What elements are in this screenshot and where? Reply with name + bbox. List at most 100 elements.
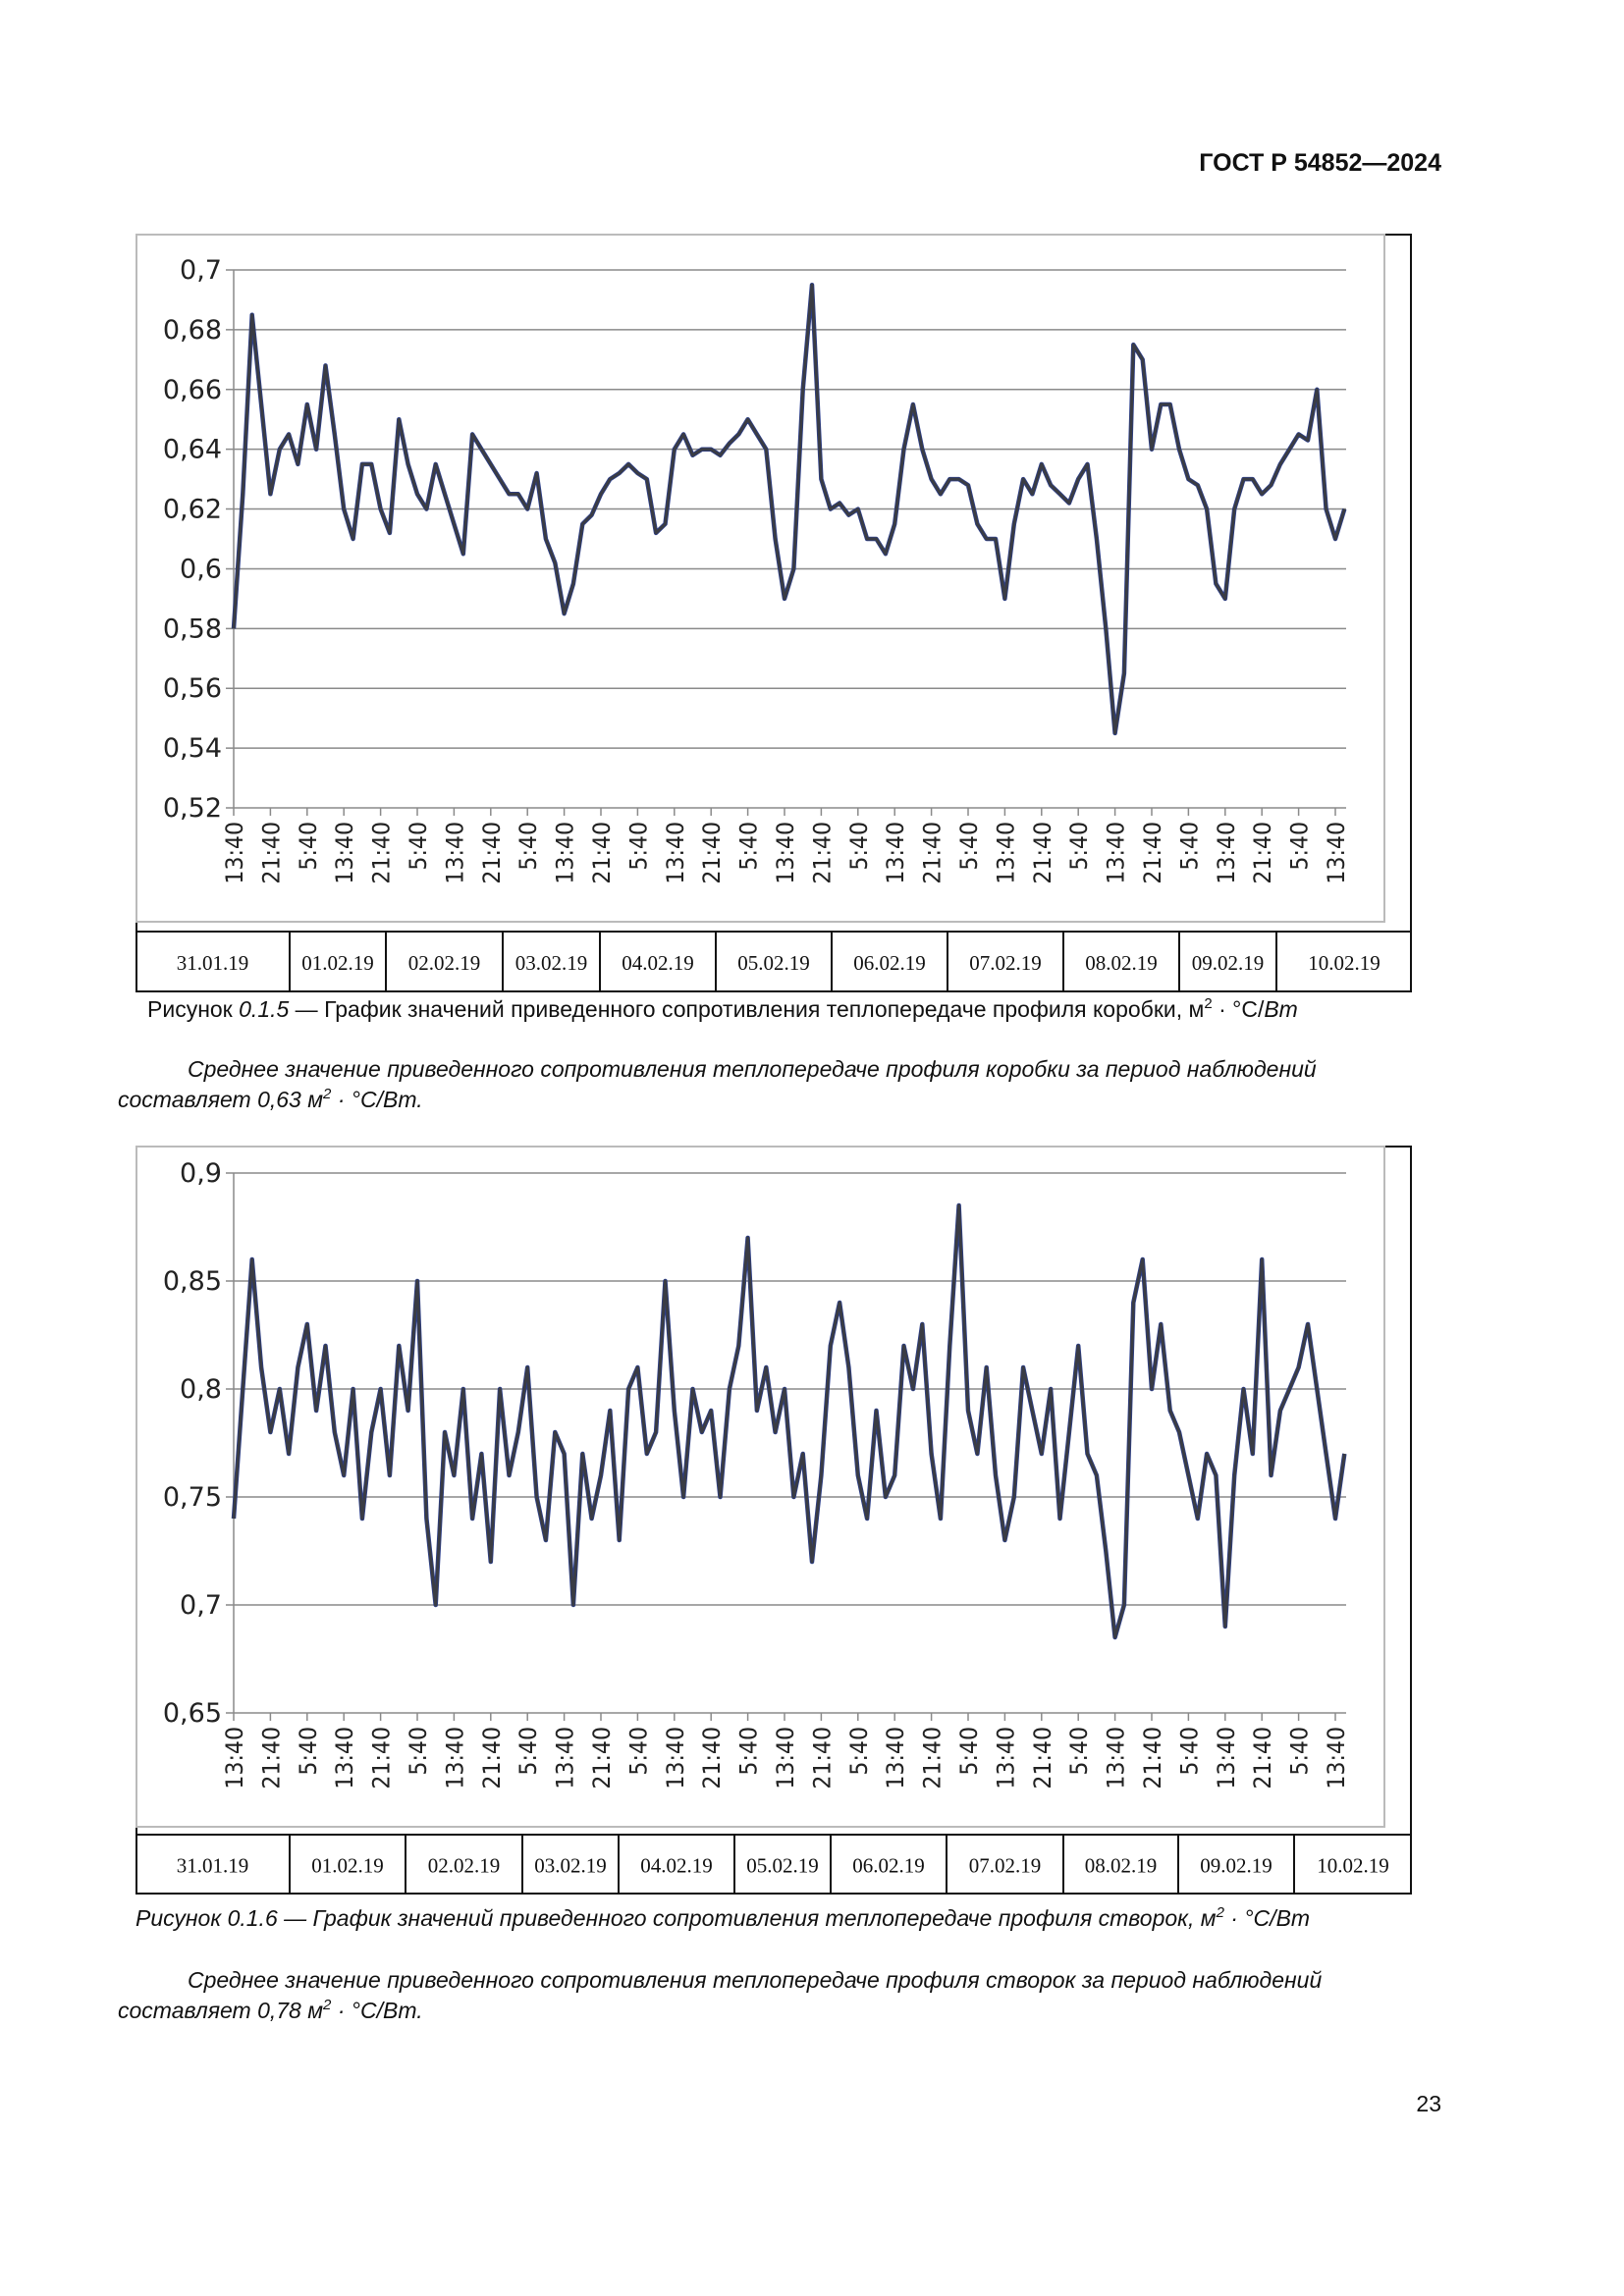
caption-text: — График значений приведенного сопротивл… [277, 1905, 1217, 1931]
line-chart: 0,52 0,54 0,56 0,58 0,6 0,62 0,64 0,66 0,68 0,7 13… [135, 234, 1412, 992]
date-cell-label: 03.02.19 [534, 1854, 607, 1878]
x-tick-label: 5:40 [956, 1727, 983, 1776]
caption-unit-end: Вт [1264, 996, 1298, 1022]
x-tick-label: 21:40 [1250, 1727, 1276, 1789]
date-cell-label: 01.02.19 [311, 1854, 384, 1878]
x-tick-label: 13:40 [1214, 822, 1240, 884]
x-tick-label: 21:40 [1140, 1727, 1166, 1789]
x-tick-label: 5:40 [626, 1727, 653, 1776]
x-tick-label: 13:40 [332, 822, 358, 884]
date-cell-label: 06.02.19 [852, 1854, 925, 1878]
x-tick-label: 13:40 [222, 822, 248, 884]
x-tick-label: 5:40 [736, 822, 763, 871]
x-tick-label: 13:40 [883, 1727, 909, 1789]
paragraph-line: · °С/Вт. [331, 1087, 423, 1112]
caption-unit: · °С/ [1223, 1905, 1276, 1931]
caption-number: 0.1.6 [227, 1905, 278, 1931]
x-tick-label: 21:40 [259, 822, 286, 884]
x-tick-label: 13:40 [1104, 1727, 1130, 1789]
x-tick-label: 13:40 [443, 822, 469, 884]
x-tick-label: 21:40 [369, 822, 396, 884]
date-cell-label: 08.02.19 [1085, 951, 1158, 975]
x-tick-label: 13:40 [1324, 1727, 1350, 1789]
date-cell-label: 31.01.19 [177, 1854, 249, 1878]
y-tick-label: 0,85 [163, 1266, 222, 1297]
paragraph-line: · °С/Вт. [331, 1998, 423, 2023]
y-tick-label: 0,7 [180, 255, 222, 286]
series-line [232, 1203, 1346, 1639]
x-tick-label: 21:40 [920, 822, 947, 884]
paragraph-line: составляет 0,78 м [118, 1998, 323, 2023]
x-tick-label: 21:40 [810, 1727, 837, 1789]
x-tick-label: 13:40 [443, 1727, 469, 1789]
x-tick-label: 5:40 [956, 822, 983, 871]
y-tick-label: 0,65 [163, 1698, 222, 1729]
series-line [232, 283, 1346, 735]
y-tick-label: 0,75 [163, 1482, 222, 1513]
caption-sup: 2 [1204, 995, 1213, 1012]
caption-prefix: Рисунок [147, 996, 240, 1022]
caption-unit-end: Вт [1275, 1905, 1311, 1931]
y-tick-label: 0,9 [180, 1158, 222, 1189]
mean-value-paragraph: Среднее значение приведенного сопротивле… [118, 1965, 1441, 2026]
x-tick-label: 13:40 [1324, 822, 1350, 884]
date-cell-label: 01.02.19 [301, 951, 374, 975]
date-cell-label: 04.02.19 [640, 1854, 713, 1878]
x-tick-label: 21:40 [1030, 1727, 1056, 1789]
chart-frame-profile-box: 0,52 0,54 0,56 0,58 0,6 0,62 0,64 0,66 0,68 0,7 13… [135, 234, 1412, 992]
series-line-shadow [231, 1202, 1347, 1640]
x-tick-label: 5:40 [736, 1727, 763, 1776]
y-tick-label: 0,6 [180, 554, 222, 584]
date-cell-label: 10.02.19 [1308, 951, 1380, 975]
date-cell-label: 31.01.19 [177, 951, 249, 975]
x-tick-label: 13:40 [773, 1727, 799, 1789]
date-cell-label: 07.02.19 [969, 1854, 1042, 1878]
document-code: ГОСТ Р 54852—2024 [1199, 149, 1441, 177]
chart-inner-box [135, 234, 1385, 923]
date-cell-label: 05.02.19 [746, 1854, 819, 1878]
x-tick-label: 13:40 [663, 822, 689, 884]
date-cell-label: 08.02.19 [1085, 1854, 1158, 1878]
y-tick-label: 0,62 [163, 495, 222, 525]
date-cell-label: 04.02.19 [622, 951, 694, 975]
page-number: 23 [1416, 2091, 1441, 2116]
x-tick-label: 13:40 [1214, 1727, 1240, 1789]
line-chart: 0,65 0,7 0,75 0,8 0,85 0,9 13:40 21:40 5:40 13:40… [135, 1146, 1412, 1895]
x-tick-label: 13:40 [883, 822, 909, 884]
x-tick-label: 13:40 [663, 1727, 689, 1789]
x-tick-label: 5:40 [296, 1727, 322, 1776]
x-tick-label: 13:40 [994, 822, 1020, 884]
x-tick-label: 13:40 [553, 822, 579, 884]
x-tick-label: 21:40 [699, 1727, 726, 1789]
paragraph-sup: 2 [323, 1997, 332, 2013]
x-tick-label: 21:40 [479, 822, 506, 884]
x-tick-label: 13:40 [994, 1727, 1020, 1789]
x-tick-label: 5:40 [846, 822, 873, 871]
date-cell-label: 03.02.19 [515, 951, 588, 975]
paragraph-line: составляет 0,63 м [118, 1087, 323, 1112]
y-tick-label: 0,52 [163, 793, 222, 824]
x-tick-label: 21:40 [920, 1727, 947, 1789]
x-tick-label: 5:40 [846, 1727, 873, 1776]
x-tick-label: 5:40 [515, 822, 542, 871]
x-tick-label: 21:40 [479, 1727, 506, 1789]
date-cell-label: 02.02.19 [408, 951, 481, 975]
x-tick-label: 5:40 [1287, 1727, 1314, 1776]
x-tick-label: 5:40 [515, 1727, 542, 1776]
date-cell-label: 10.02.19 [1317, 1854, 1389, 1878]
x-tick-label: 21:40 [699, 822, 726, 884]
y-tick-label: 0,66 [163, 375, 222, 405]
x-tick-label: 21:40 [1140, 822, 1166, 884]
x-tick-label: 21:40 [589, 822, 616, 884]
x-tick-label: 5:40 [1177, 822, 1204, 871]
x-tick-label: 21:40 [259, 1727, 286, 1789]
x-tick-label: 5:40 [1287, 822, 1314, 871]
caption-prefix: Рисунок [135, 1905, 228, 1931]
y-tick-label: 0,8 [180, 1374, 222, 1405]
date-cell-label: 07.02.19 [969, 951, 1042, 975]
date-cell-label: 09.02.19 [1200, 1854, 1272, 1878]
chart-frame-profile-sashes: 0,65 0,7 0,75 0,8 0,85 0,9 13:40 21:40 5:40 13:40… [135, 1146, 1412, 1895]
x-tick-label: 5:40 [1177, 1727, 1204, 1776]
x-tick-label: 5:40 [1066, 822, 1093, 871]
mean-value-paragraph: Среднее значение приведенного сопротивле… [118, 1054, 1441, 1115]
